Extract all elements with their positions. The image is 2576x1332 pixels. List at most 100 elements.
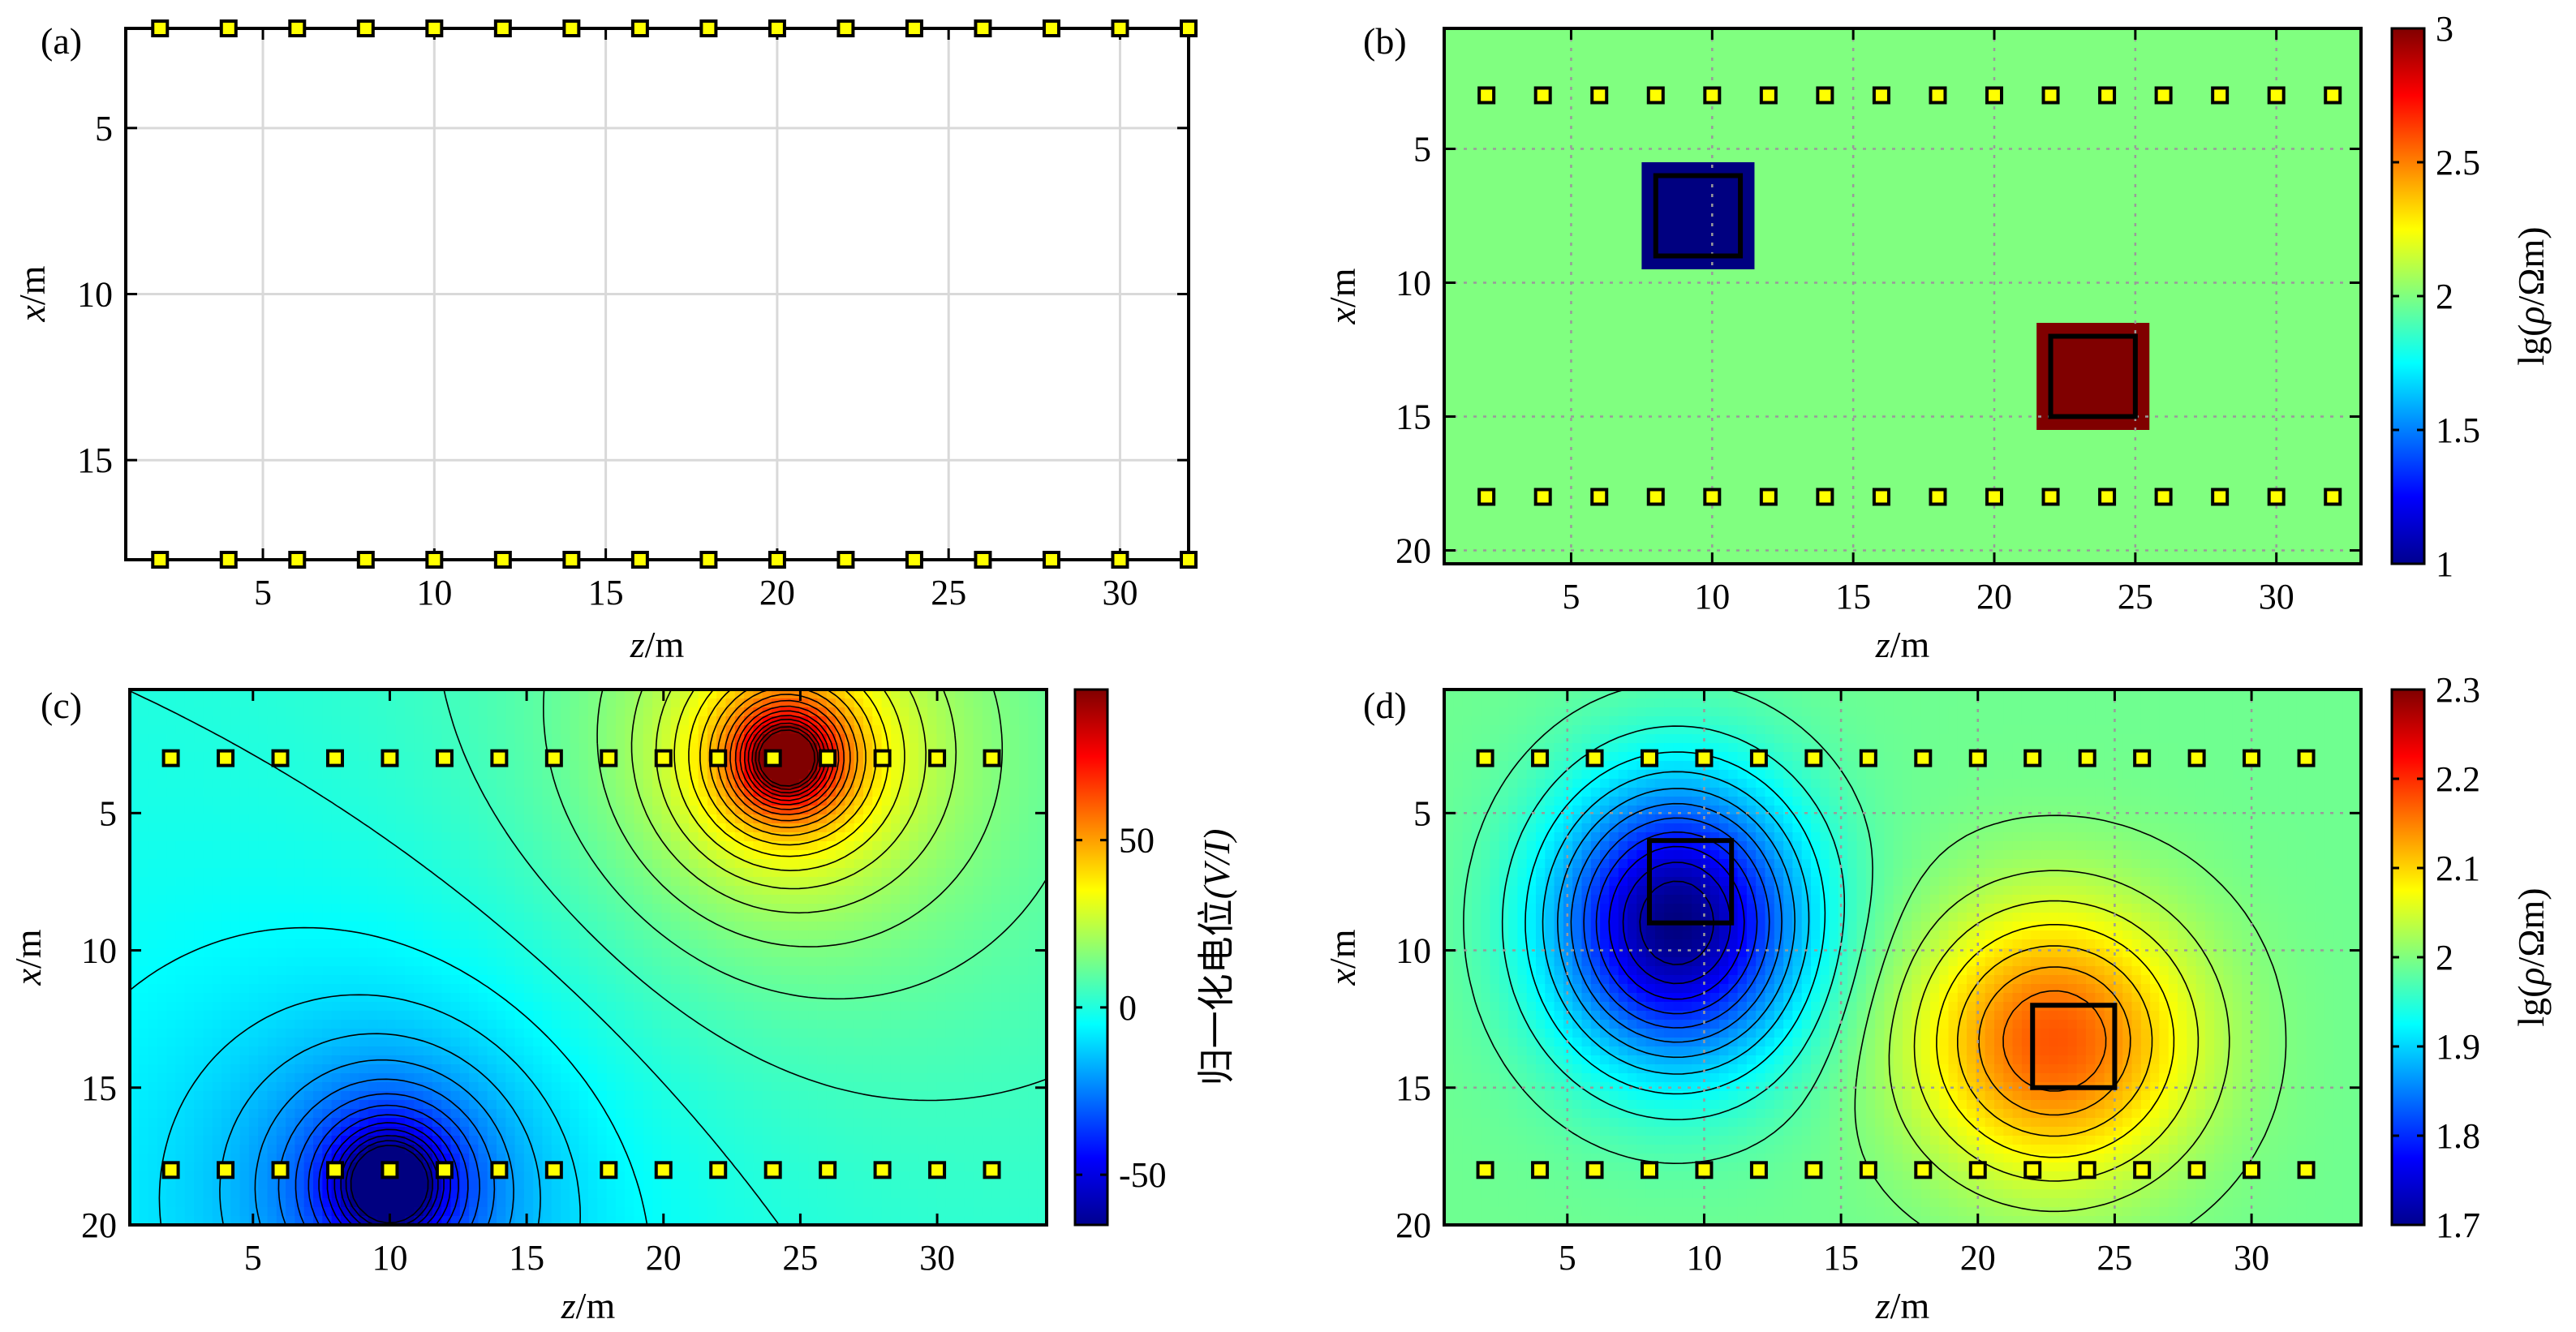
field-cell (551, 797, 561, 806)
field-cell (670, 913, 681, 922)
field-cell (258, 957, 269, 967)
field-cell (890, 806, 901, 815)
field-cell (725, 1109, 736, 1119)
field-cell (826, 1109, 836, 1119)
field-cell (872, 975, 883, 985)
field-cell (1019, 1073, 1030, 1083)
field-cell (514, 779, 525, 788)
field-cell (753, 1064, 763, 1074)
field-cell (798, 716, 809, 726)
field-cell (184, 690, 195, 699)
field-cell (1037, 904, 1047, 913)
field-cell (1019, 984, 1030, 994)
field-cell (808, 922, 819, 931)
field-cell (359, 1020, 369, 1029)
field-cell (643, 1029, 653, 1038)
field-cell (303, 1029, 314, 1038)
field-cell (588, 850, 599, 860)
field-cell (670, 975, 681, 985)
field-cell (469, 841, 480, 851)
field-cell (991, 814, 1002, 824)
field-cell (533, 1073, 544, 1083)
field-cell (441, 707, 452, 717)
field-cell (872, 868, 883, 878)
field-cell (139, 930, 149, 940)
field-cell (139, 957, 149, 967)
field-cell (991, 1082, 1002, 1092)
field-cell (872, 1100, 883, 1110)
field-cell (295, 832, 305, 842)
field-cell (542, 1055, 553, 1065)
field-cell (414, 895, 424, 904)
field-cell (561, 716, 571, 726)
field-cell (340, 1091, 350, 1101)
field-cell (845, 886, 855, 896)
field-cell (716, 832, 727, 842)
field-cell (478, 779, 488, 788)
x-tick-label: 5 (254, 573, 272, 612)
field-cell (248, 1091, 259, 1101)
field-cell (854, 698, 864, 708)
field-cell (295, 1002, 305, 1012)
field-cell (414, 1002, 424, 1012)
field-cell (973, 904, 983, 913)
field-cell (1009, 930, 1020, 940)
field-cell (331, 690, 342, 699)
field-cell (936, 1046, 947, 1056)
field-cell (588, 922, 599, 931)
field-cell (725, 904, 736, 913)
field-cell (578, 814, 589, 824)
field-cell (936, 770, 947, 780)
field-cell (661, 1055, 672, 1065)
field-cell (826, 1055, 836, 1065)
field-cell (1000, 1002, 1011, 1012)
field-cell (890, 690, 901, 699)
field-cell (303, 877, 314, 887)
field-cell (1037, 1064, 1047, 1074)
field-cell (230, 1073, 241, 1083)
field-cell (414, 1038, 424, 1047)
field-cell (781, 1091, 791, 1101)
field-cell (469, 698, 480, 708)
field-cell (322, 850, 333, 860)
field-cell (432, 743, 442, 753)
field-cell (744, 1064, 755, 1074)
field-cell (900, 1046, 910, 1056)
field-cell (872, 1002, 883, 1012)
field-cell (395, 1109, 406, 1119)
field-cell (1009, 850, 1020, 860)
field-cell (414, 984, 424, 994)
field-cell (432, 877, 442, 887)
field-cell (716, 993, 727, 1003)
field-cell (542, 725, 553, 735)
field-cell (1019, 948, 1030, 958)
field-cell (432, 948, 442, 958)
field-cell (359, 1038, 369, 1047)
field-cell (230, 984, 241, 994)
field-cell (423, 993, 433, 1003)
field-cell (303, 1091, 314, 1101)
field-cell (881, 895, 892, 904)
field-cell (414, 690, 424, 699)
field-cell (139, 859, 149, 869)
field-cell (625, 993, 635, 1003)
field-cell (918, 1011, 928, 1020)
field-cell (194, 1064, 204, 1074)
field-cell (964, 779, 974, 788)
field-cell (248, 832, 259, 842)
field-cell (377, 707, 388, 717)
field-cell (753, 707, 763, 717)
field-cell (423, 966, 433, 976)
field-cell (497, 975, 507, 985)
field-cell (386, 725, 397, 735)
electrode-marker (2324, 86, 2342, 105)
field-cell (872, 1109, 883, 1119)
field-cell (606, 886, 617, 896)
field-cell (826, 904, 836, 913)
field-cell (734, 948, 745, 958)
field-cell (478, 1038, 488, 1047)
field-cell (670, 993, 681, 1003)
field-cell (936, 895, 947, 904)
field-cell (139, 1118, 149, 1128)
field-cell (166, 1038, 177, 1047)
